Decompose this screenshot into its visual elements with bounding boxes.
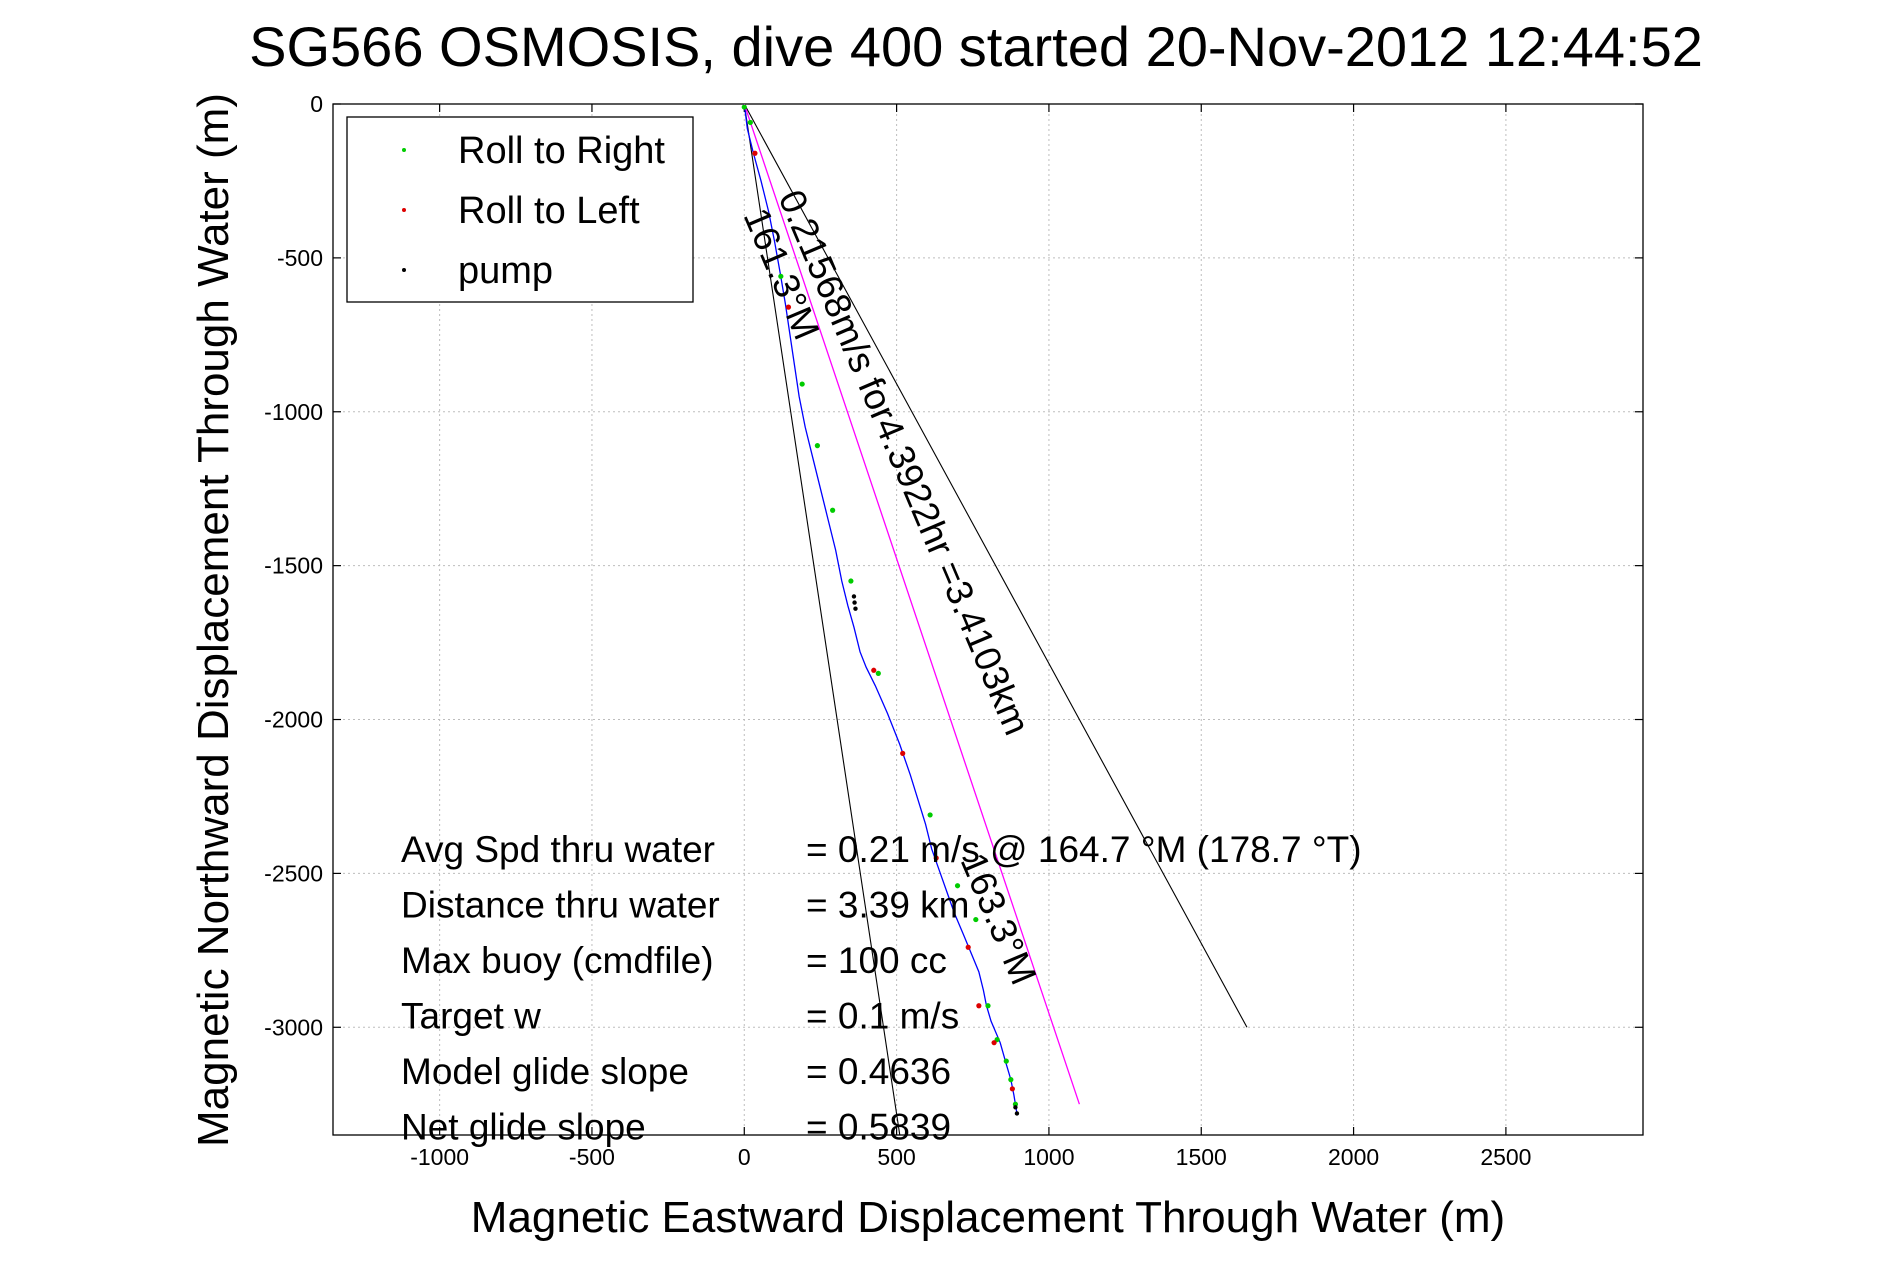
y-tick-label: -1000 xyxy=(264,399,323,425)
roll-left-point xyxy=(965,944,971,950)
stat-value: = 0.21 m/s @ 164.7 °M (178.7 °T) xyxy=(806,829,1362,870)
pump-point xyxy=(851,594,857,599)
stat-name: Avg Spd thru water xyxy=(401,829,715,870)
roll-right-point xyxy=(1008,1077,1014,1083)
track-line xyxy=(743,104,1018,1114)
stat-value: = 0.4636 xyxy=(806,1051,951,1092)
net-heading-line xyxy=(743,104,1081,1105)
stat-name: Target w xyxy=(401,996,541,1037)
roll-left-point xyxy=(871,667,877,673)
x-tick-label: 1000 xyxy=(1023,1144,1074,1170)
y-tick-label: -2500 xyxy=(264,860,323,886)
track-series xyxy=(743,104,1081,1114)
x-tick-label: 0 xyxy=(738,1144,751,1170)
stat-value: = 0.1 m/s xyxy=(806,996,959,1037)
stat-value: = 0.5839 xyxy=(806,1107,951,1148)
plot-area-frame xyxy=(332,103,1644,1136)
roll-right-point xyxy=(927,812,933,818)
stat-value: = 100 cc xyxy=(806,940,947,981)
roll-right-point xyxy=(973,916,979,923)
roll-right-point xyxy=(1003,1058,1009,1064)
legend-label: pump xyxy=(458,250,553,292)
roll-left-point xyxy=(785,304,792,310)
x-tick-label: 500 xyxy=(877,1144,915,1170)
legend-marker xyxy=(402,268,406,272)
x-tick-label: 2500 xyxy=(1480,1144,1531,1170)
heading-line-161 xyxy=(743,104,901,1135)
y-tick-label: -500 xyxy=(277,245,323,271)
roll-right-point xyxy=(747,119,753,126)
stat-name: Net glide slope xyxy=(401,1107,646,1148)
roll-markers xyxy=(741,104,1020,1116)
roll-right-point xyxy=(1012,1101,1019,1107)
chart-title: SG566 OSMOSIS, dive 400 started 20-Nov-2… xyxy=(249,15,1703,78)
pump-point xyxy=(1013,1105,1018,1110)
roll-left-point xyxy=(991,1040,997,1046)
roll-right-point xyxy=(799,381,805,387)
roll-left-point xyxy=(752,150,758,156)
pump-point xyxy=(853,606,858,611)
y-tick-label: -2000 xyxy=(264,707,323,733)
roll-right-point xyxy=(875,670,881,676)
stat-value: = 3.39 km xyxy=(806,885,970,926)
y-axis-label: Magnetic Northward Displacement Through … xyxy=(189,93,238,1147)
pump-point xyxy=(1014,1111,1020,1116)
roll-left-point xyxy=(900,750,906,756)
legend-marker xyxy=(402,148,406,152)
legend-label: Roll to Left xyxy=(458,190,640,232)
roll-left-point xyxy=(933,855,939,861)
roll-right-point xyxy=(954,883,961,889)
y-tick-label: -3000 xyxy=(264,1014,323,1040)
axis-ticks: -1000 -500 0 500 1000 1500 2000 2500 0 -500 -1000 -… xyxy=(264,91,1643,1170)
reference-lines xyxy=(743,104,1248,1135)
legend-label: Roll to Right xyxy=(458,130,665,172)
legend: Roll to Right Roll to Left pump xyxy=(346,116,694,303)
x-tick-label: 2000 xyxy=(1328,1144,1379,1170)
stat-name: Distance thru water xyxy=(401,885,720,926)
x-axis-label: Magnetic Eastward Displacement Through W… xyxy=(471,1193,1505,1242)
roll-right-point xyxy=(985,1003,991,1009)
x-tick-label: -500 xyxy=(569,1144,615,1170)
x-tick-label: -1000 xyxy=(410,1144,469,1170)
legend-marker xyxy=(402,208,406,212)
stat-name: Model glide slope xyxy=(401,1051,689,1092)
roll-right-point xyxy=(848,578,854,584)
roll-right-point xyxy=(778,273,784,279)
roll-right-point xyxy=(830,507,836,513)
y-tick-label: -1500 xyxy=(264,553,323,579)
roll-right-point xyxy=(741,104,747,110)
y-tick-label: 0 xyxy=(310,91,323,117)
roll-left-point xyxy=(1009,1086,1015,1092)
roll-right-point xyxy=(814,443,820,449)
x-tick-label: 1500 xyxy=(1176,1144,1227,1170)
stats-block: Avg Spd thru water = 0.21 m/s @ 164.7 °M … xyxy=(401,829,1362,1148)
heading-line-163 xyxy=(743,104,1248,1028)
roll-left-point xyxy=(976,1003,982,1009)
pump-point xyxy=(852,600,857,605)
stat-name: Max buoy (cmdfile) xyxy=(401,940,714,981)
